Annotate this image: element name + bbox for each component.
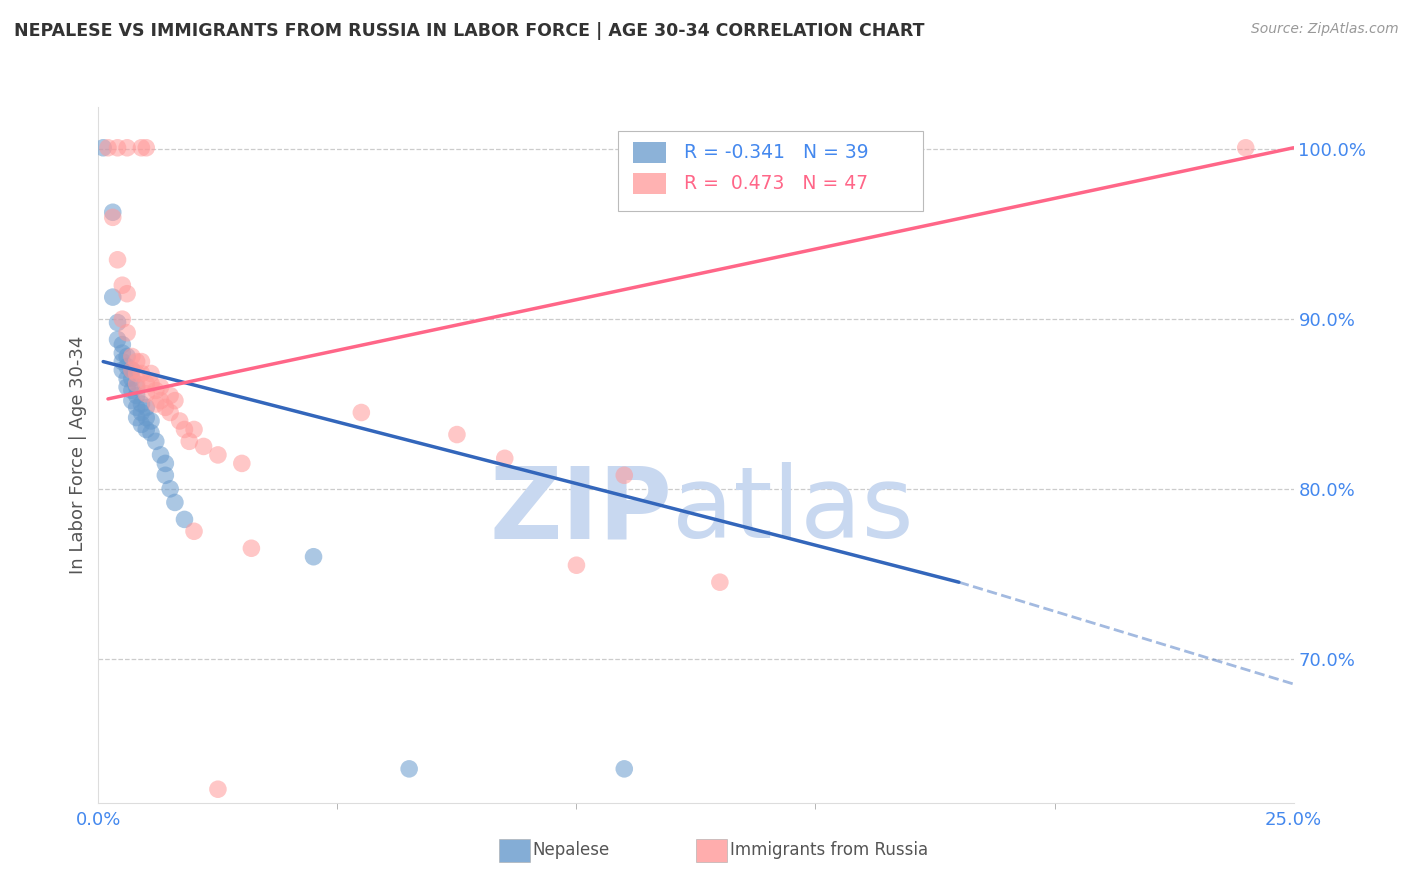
Point <box>139 414 162 428</box>
Point <box>125 380 148 394</box>
Point <box>207 448 229 462</box>
Point <box>121 363 143 377</box>
Point <box>115 286 138 301</box>
Point <box>139 367 162 381</box>
Text: Source: ZipAtlas.com: Source: ZipAtlas.com <box>1251 22 1399 37</box>
Point <box>398 762 420 776</box>
Point <box>121 393 143 408</box>
Point <box>183 422 205 436</box>
Point <box>135 401 157 415</box>
Point <box>125 354 148 368</box>
Point <box>121 384 143 398</box>
Point <box>115 326 138 340</box>
Point <box>145 384 167 398</box>
Point <box>135 422 157 436</box>
Point <box>111 354 134 368</box>
Point <box>125 401 148 415</box>
Point <box>159 482 181 496</box>
Point <box>173 422 195 436</box>
Point <box>183 524 205 539</box>
Point <box>135 410 157 425</box>
Point <box>111 337 134 351</box>
Point <box>163 495 186 509</box>
Point <box>613 468 636 483</box>
Point <box>163 393 186 408</box>
FancyBboxPatch shape <box>619 131 922 211</box>
Point <box>155 468 177 483</box>
Point <box>169 414 191 428</box>
Point <box>709 575 731 590</box>
Point <box>131 397 153 411</box>
Point <box>131 141 153 155</box>
Point <box>149 380 172 394</box>
Point <box>121 363 143 377</box>
Point <box>207 782 229 797</box>
Point <box>121 371 143 385</box>
Point <box>139 425 162 440</box>
Point <box>135 376 157 391</box>
Point <box>125 367 148 381</box>
Point <box>115 371 138 385</box>
Text: NEPALESE VS IMMIGRANTS FROM RUSSIA IN LABOR FORCE | AGE 30-34 CORRELATION CHART: NEPALESE VS IMMIGRANTS FROM RUSSIA IN LA… <box>14 22 925 40</box>
Point <box>111 346 134 360</box>
Point <box>125 376 148 391</box>
Point <box>179 434 201 449</box>
Point <box>494 451 516 466</box>
Point <box>149 393 172 408</box>
Point <box>91 141 114 155</box>
Point <box>131 367 153 381</box>
Point <box>135 387 157 401</box>
Y-axis label: In Labor Force | Age 30-34: In Labor Force | Age 30-34 <box>69 335 87 574</box>
Point <box>155 401 177 415</box>
Point <box>101 211 124 225</box>
Point <box>240 541 263 556</box>
Point <box>613 762 636 776</box>
Point <box>125 410 148 425</box>
Point <box>1234 141 1257 155</box>
Point <box>350 405 373 419</box>
Point <box>145 434 167 449</box>
Point <box>107 316 129 330</box>
FancyBboxPatch shape <box>633 142 666 162</box>
Point <box>111 312 134 326</box>
Point <box>107 252 129 267</box>
Point <box>135 141 157 155</box>
Point <box>101 205 124 219</box>
Point <box>131 405 153 419</box>
Point <box>101 290 124 304</box>
Point <box>145 397 167 411</box>
Point <box>107 333 129 347</box>
FancyBboxPatch shape <box>633 173 666 194</box>
Point <box>149 448 172 462</box>
Point <box>139 376 162 391</box>
Text: R = -0.341   N = 39: R = -0.341 N = 39 <box>685 143 869 161</box>
Text: ZIP: ZIP <box>489 462 672 559</box>
Point <box>159 405 181 419</box>
Point <box>107 141 129 155</box>
Point <box>97 141 120 155</box>
Text: Immigrants from Russia: Immigrants from Russia <box>730 841 928 859</box>
Point <box>115 359 138 374</box>
Text: Nepalese: Nepalese <box>533 841 610 859</box>
Point <box>231 457 253 471</box>
Point <box>155 457 177 471</box>
Point <box>193 439 215 453</box>
Point <box>302 549 325 564</box>
Text: R =  0.473   N = 47: R = 0.473 N = 47 <box>685 174 868 193</box>
Point <box>111 363 134 377</box>
Point <box>115 380 138 394</box>
Point <box>115 350 138 364</box>
Point <box>159 388 181 402</box>
Point <box>173 512 195 526</box>
Point <box>115 141 138 155</box>
Point <box>121 350 143 364</box>
Text: atlas: atlas <box>672 462 914 559</box>
Point <box>446 427 468 442</box>
Point <box>131 417 153 432</box>
Point <box>131 354 153 368</box>
Point <box>565 558 588 573</box>
Point <box>111 278 134 293</box>
Point <box>125 388 148 402</box>
